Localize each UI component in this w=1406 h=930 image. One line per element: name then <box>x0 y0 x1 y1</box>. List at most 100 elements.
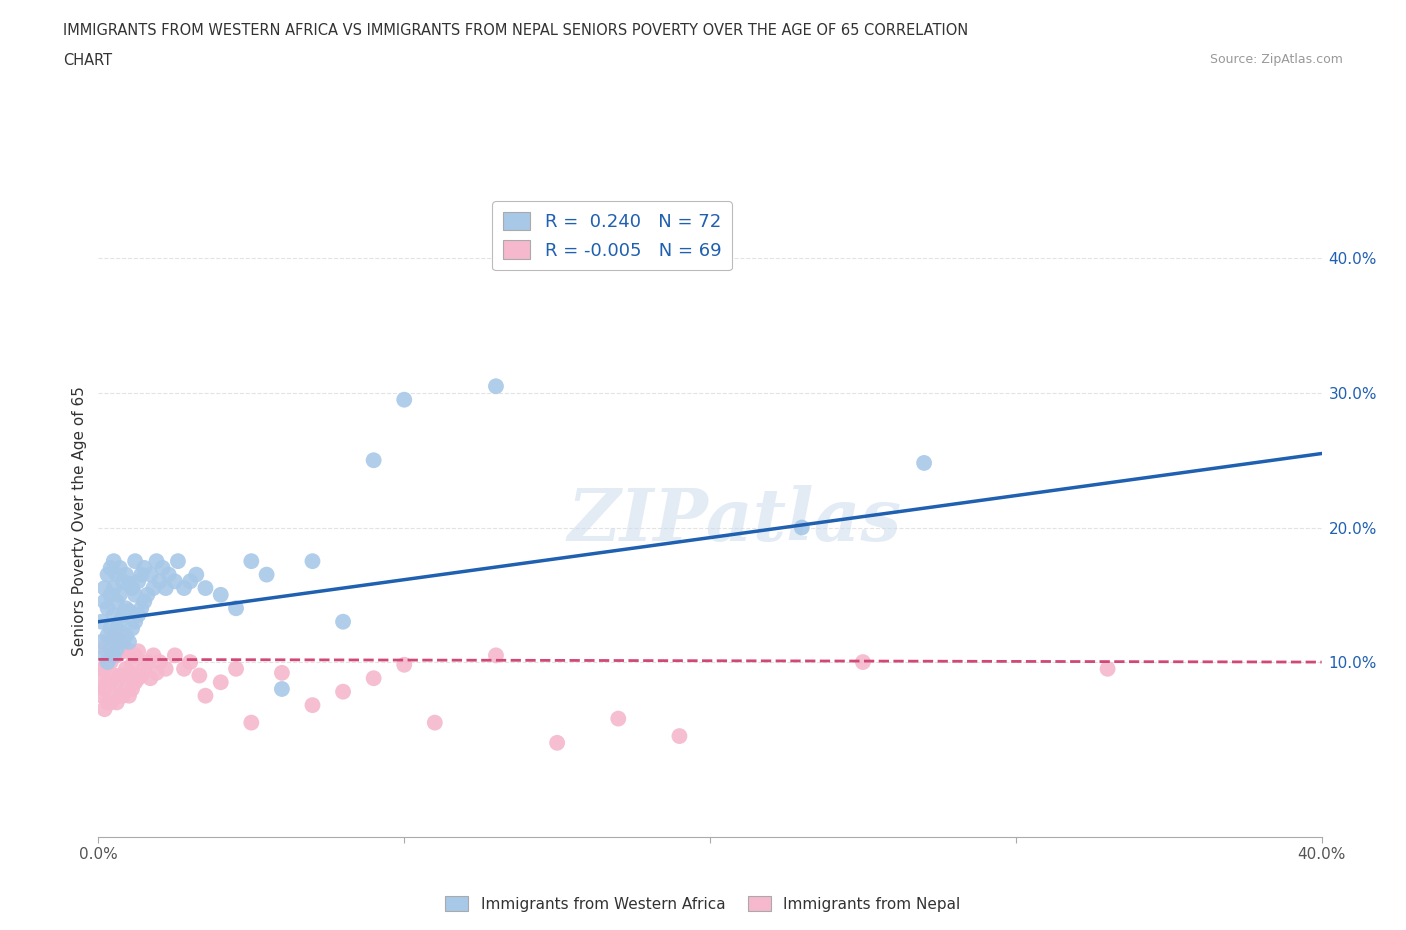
Y-axis label: Seniors Poverty Over the Age of 65: Seniors Poverty Over the Age of 65 <box>72 386 87 656</box>
Point <box>93 648 115 663</box>
Point <box>108 561 131 576</box>
Point <box>118 665 141 680</box>
Text: CHART: CHART <box>63 53 112 68</box>
Point <box>332 615 354 630</box>
Point <box>105 695 128 710</box>
Point <box>225 661 247 676</box>
Point <box>607 711 630 726</box>
Point <box>118 577 141 591</box>
Point <box>124 615 146 630</box>
Point <box>136 655 159 670</box>
Point <box>93 661 115 676</box>
Point <box>139 567 162 582</box>
Point <box>188 668 211 683</box>
Point <box>93 594 115 609</box>
Point <box>392 392 416 407</box>
Point <box>103 648 125 663</box>
Point <box>108 615 131 630</box>
Point <box>111 634 134 649</box>
Point <box>100 695 122 710</box>
Point <box>136 588 159 603</box>
Point <box>118 634 141 649</box>
Point <box>145 665 167 680</box>
Point <box>179 655 201 670</box>
Point <box>103 648 125 663</box>
Point <box>134 661 156 676</box>
Point <box>363 671 385 685</box>
Point <box>111 668 134 683</box>
Point <box>90 675 112 690</box>
Point <box>121 621 143 636</box>
Point <box>127 574 149 589</box>
Point <box>103 580 125 595</box>
Point <box>139 671 162 685</box>
Point <box>127 607 149 622</box>
Point <box>124 675 146 690</box>
Point <box>194 580 217 595</box>
Point <box>912 456 935 471</box>
Point <box>179 574 201 589</box>
Point <box>97 634 120 649</box>
Point <box>485 648 508 663</box>
Point <box>111 574 134 589</box>
Point <box>142 648 165 663</box>
Point <box>225 601 247 616</box>
Point <box>108 588 131 603</box>
Point <box>270 665 292 680</box>
Point <box>97 655 120 670</box>
Point <box>103 631 125 645</box>
Point <box>108 644 131 658</box>
Point <box>127 671 149 685</box>
Point <box>105 641 128 656</box>
Point <box>423 715 446 730</box>
Point <box>111 688 134 703</box>
Point <box>124 553 146 568</box>
Text: Source: ZipAtlas.com: Source: ZipAtlas.com <box>1209 53 1343 66</box>
Point <box>332 684 354 699</box>
Point <box>103 688 125 703</box>
Point <box>118 688 141 703</box>
Point <box>115 567 138 582</box>
Point <box>90 634 112 649</box>
Point <box>115 661 138 676</box>
Point <box>105 594 128 609</box>
Point <box>103 553 125 568</box>
Point <box>103 607 125 622</box>
Point <box>100 561 122 576</box>
Point <box>103 628 125 643</box>
Point <box>301 553 323 568</box>
Point <box>790 520 813 535</box>
Point <box>105 675 128 690</box>
Legend: Immigrants from Western Africa, Immigrants from Nepal: Immigrants from Western Africa, Immigran… <box>439 889 967 918</box>
Point <box>97 601 120 616</box>
Point <box>97 628 120 643</box>
Point <box>209 675 232 690</box>
Point <box>121 658 143 672</box>
Point <box>149 574 172 589</box>
Point <box>121 580 143 595</box>
Point <box>194 688 217 703</box>
Point <box>129 668 152 683</box>
Point <box>121 682 143 697</box>
Point <box>485 379 508 393</box>
Point <box>149 655 172 670</box>
Point <box>163 574 186 589</box>
Point <box>108 688 131 703</box>
Point <box>105 621 128 636</box>
Point <box>97 695 120 710</box>
Point <box>167 553 190 568</box>
Point <box>129 567 152 582</box>
Point <box>108 628 131 643</box>
Point <box>134 594 156 609</box>
Point <box>129 601 152 616</box>
Point <box>209 588 232 603</box>
Point <box>115 682 138 697</box>
Point <box>392 658 416 672</box>
Point <box>173 580 195 595</box>
Point <box>90 661 112 676</box>
Point <box>134 561 156 576</box>
Point <box>115 641 138 656</box>
Point <box>90 615 112 630</box>
Point <box>163 648 186 663</box>
Point <box>93 682 115 697</box>
